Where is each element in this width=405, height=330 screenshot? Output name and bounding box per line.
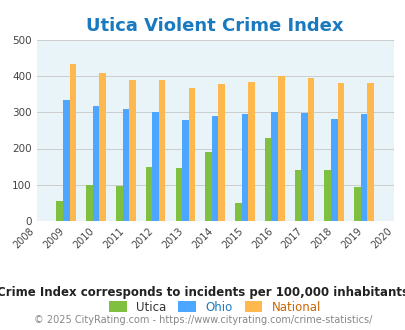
Bar xyxy=(182,120,188,221)
Bar xyxy=(188,87,195,221)
Bar xyxy=(129,80,135,221)
Bar xyxy=(330,119,337,221)
Bar xyxy=(99,73,106,221)
Bar xyxy=(205,152,211,221)
Bar xyxy=(116,186,122,221)
Bar xyxy=(175,168,182,221)
Bar xyxy=(158,80,165,221)
Bar xyxy=(86,185,93,221)
Bar xyxy=(337,83,343,221)
Bar xyxy=(234,203,241,221)
Bar xyxy=(63,100,69,221)
Bar xyxy=(301,113,307,221)
Bar xyxy=(324,170,330,221)
Title: Utica Violent Crime Index: Utica Violent Crime Index xyxy=(86,17,343,35)
Bar xyxy=(152,112,158,221)
Bar xyxy=(93,106,99,221)
Bar xyxy=(367,83,373,221)
Bar xyxy=(294,170,301,221)
Bar xyxy=(271,112,277,221)
Bar xyxy=(307,78,313,221)
Text: Crime Index corresponds to incidents per 100,000 inhabitants: Crime Index corresponds to incidents per… xyxy=(0,285,405,299)
Bar xyxy=(247,82,254,221)
Bar xyxy=(218,84,224,221)
Bar xyxy=(360,114,367,221)
Bar xyxy=(56,201,63,221)
Bar xyxy=(353,187,360,221)
Bar xyxy=(264,138,271,221)
Bar xyxy=(145,167,152,221)
Bar xyxy=(277,76,284,221)
Bar xyxy=(241,114,247,221)
Legend: Utica, Ohio, National: Utica, Ohio, National xyxy=(104,296,325,318)
Bar xyxy=(211,116,218,221)
Bar xyxy=(69,64,76,221)
Text: © 2025 CityRating.com - https://www.cityrating.com/crime-statistics/: © 2025 CityRating.com - https://www.city… xyxy=(34,315,371,325)
Bar xyxy=(122,109,129,221)
